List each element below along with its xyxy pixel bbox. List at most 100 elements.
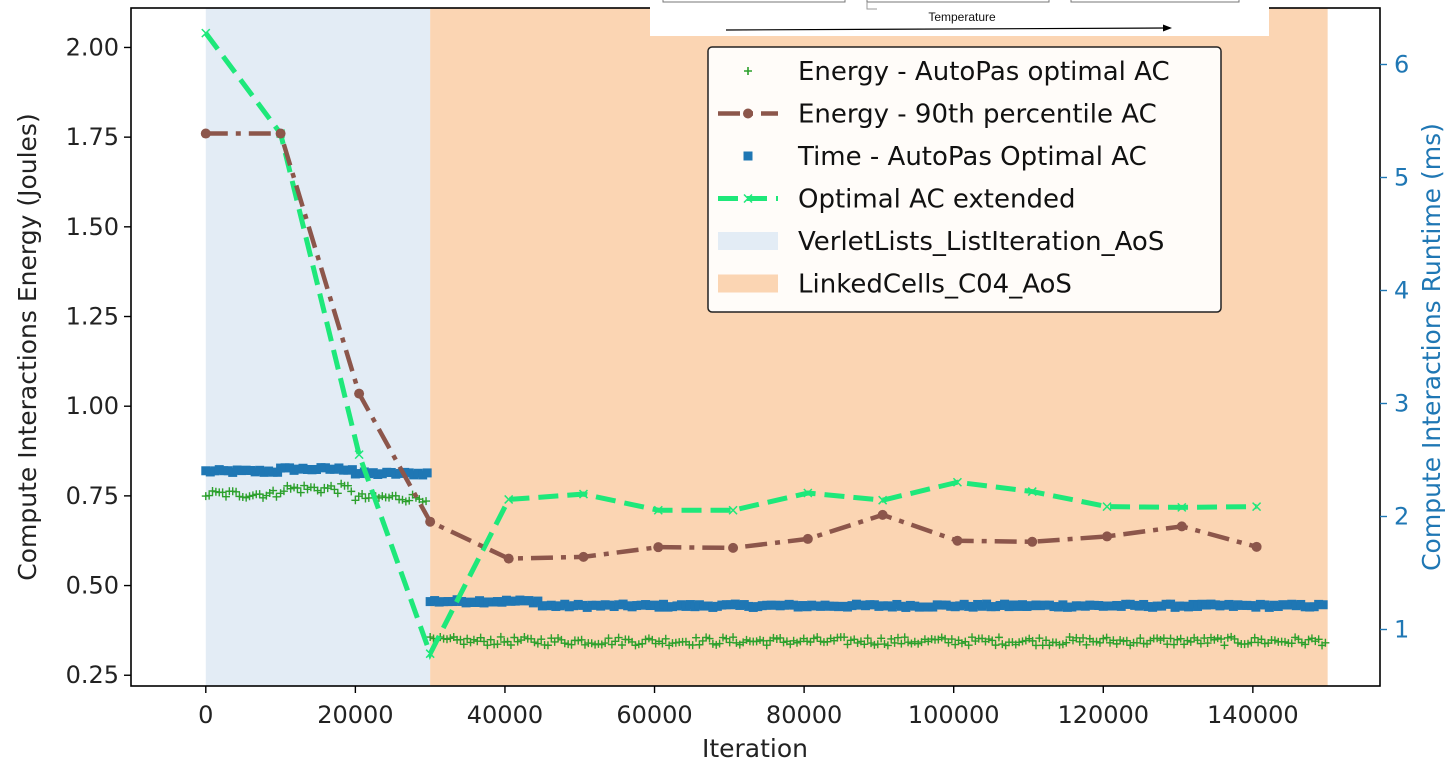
y-tick-label: 0.75 [66, 482, 119, 510]
energy-optimal-marker [405, 496, 414, 505]
energy-optimal-marker [638, 639, 647, 648]
energy-optimal-marker [1153, 634, 1162, 643]
y2-tick-label: 3 [1394, 390, 1409, 418]
energy-optimal-marker [893, 633, 902, 642]
optimal-extended-point [952, 477, 962, 487]
energy-optimal-marker [577, 635, 586, 644]
legend-label: Optimal AC extended [798, 185, 1075, 215]
energy-p90-point [503, 553, 514, 564]
y2-tick-label: 5 [1394, 164, 1409, 192]
energy-optimal-marker [890, 638, 899, 647]
energy-optimal-marker [422, 497, 431, 506]
energy-optimal-marker [1028, 636, 1037, 645]
optimal-extended-point [878, 495, 888, 505]
inset-box-right [1070, 0, 1240, 3]
x-axis-label: Iteration [702, 734, 808, 763]
energy-optimal-marker [364, 493, 373, 502]
legend-plus-marker [744, 67, 752, 75]
legend-label: Energy - AutoPas optimal AC [798, 57, 1170, 87]
energy-p90-point [802, 533, 813, 544]
energy-p90-point [200, 128, 211, 139]
energy-optimal-marker [1203, 639, 1212, 648]
energy-optimal-marker [543, 641, 552, 650]
energy-optimal-marker [991, 641, 1000, 650]
energy-p90-point [275, 128, 286, 139]
energy-optimal-marker [1196, 639, 1205, 648]
optimal-extended-point [1102, 502, 1112, 512]
energy-optimal-marker [994, 633, 1003, 642]
energy-optimal-marker [658, 639, 667, 648]
inset-diagram: Temperature [650, 0, 1269, 36]
legend: Energy - AutoPas optimal AC Energy - 90th… [707, 46, 1222, 313]
energy-optimal-marker [877, 634, 886, 643]
energy-optimal-marker [358, 489, 367, 498]
energy-optimal-marker [218, 488, 227, 497]
energy-optimal-marker [715, 639, 724, 648]
energy-optimal-marker [1230, 634, 1239, 643]
legend-entry: Time - AutoPas Optimal AC [743, 142, 1147, 172]
energy-optimal-marker [1287, 639, 1296, 648]
energy-optimal-marker [840, 633, 849, 642]
x-tick-label: 120000 [1057, 701, 1149, 729]
energy-optimal-marker [537, 635, 546, 644]
energy-optimal-marker [1018, 637, 1027, 646]
optimal-extended-point [578, 489, 589, 499]
energy-optimal-marker [1092, 637, 1101, 646]
energy-optimal-marker [486, 635, 495, 644]
energy-optimal-marker [1291, 633, 1300, 642]
energy-optimal-marker [1079, 633, 1088, 642]
energy-optimal-marker [1200, 634, 1209, 643]
energy-optimal-marker [1220, 641, 1229, 650]
y-tick-label: 0.25 [66, 661, 119, 689]
legend-entry: VerletLists_ListIteration_AoS [718, 227, 1164, 257]
energy-optimal-marker [813, 633, 822, 642]
x-tick-label: 60000 [616, 701, 692, 729]
energy-optimal-marker [510, 633, 519, 642]
y-tick-label: 0.50 [66, 572, 119, 600]
optimal-extended-point [653, 505, 663, 515]
inset-box-left [662, 0, 846, 3]
energy-optimal-marker [1116, 636, 1125, 645]
energy-optimal-marker [293, 483, 302, 492]
energy-p90-point [1251, 541, 1262, 552]
energy-optimal-marker [1176, 634, 1185, 643]
energy-optimal-marker [496, 632, 505, 641]
energy-optimal-marker [1213, 634, 1222, 643]
legend-label: VerletLists_ListIteration_AoS [798, 227, 1164, 257]
energy-optimal-marker [269, 486, 278, 495]
energy-optimal-marker [688, 641, 697, 650]
energy-optimal-marker [762, 641, 771, 650]
y2-tick-label: 4 [1394, 277, 1409, 305]
energy-optimal-marker [759, 636, 768, 645]
energy-optimal-marker [1223, 633, 1232, 642]
energy-optimal-marker [1095, 638, 1104, 647]
energy-optimal-marker [601, 639, 610, 648]
optimal-extended-point [1252, 502, 1262, 512]
energy-optimal-marker [705, 634, 714, 643]
energy-optimal-marker [506, 640, 515, 649]
legend-label: Energy - 90th percentile AC [798, 100, 1157, 130]
optimal-extended-point [728, 505, 738, 515]
energy-optimal-marker [692, 633, 701, 642]
energy-p90-point [1027, 536, 1038, 547]
energy-p90-point [653, 542, 664, 553]
energy-optimal-marker [1243, 639, 1252, 648]
energy-optimal-marker [873, 640, 882, 649]
energy-optimal-marker [205, 491, 214, 500]
series-time-optimal [201, 463, 1328, 612]
energy-optimal-marker [1163, 640, 1172, 649]
energy-optimal-marker [1166, 634, 1175, 643]
energy-optimal-marker [964, 641, 973, 650]
y-tick-label: 2.00 [66, 33, 119, 61]
x-tick-label: 40000 [467, 701, 543, 729]
y2-tick-label: 1 [1394, 616, 1409, 644]
energy-optimal-marker [1102, 633, 1111, 642]
energy-optimal-marker [900, 633, 909, 642]
optimal-extended-point [803, 488, 813, 498]
legend-x-marker [743, 193, 753, 204]
energy-optimal-marker [661, 634, 670, 643]
energy-optimal-marker [316, 488, 325, 497]
series-energy-p90 [200, 128, 1262, 564]
energy-optimal-marker [1193, 636, 1202, 645]
